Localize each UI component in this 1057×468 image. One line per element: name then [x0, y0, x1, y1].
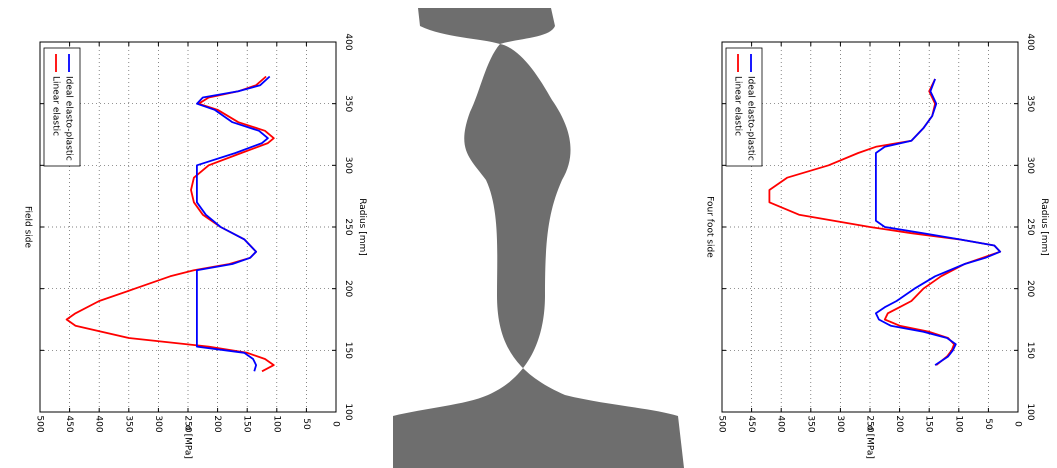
chart-field-ylabel: σ [MPa]	[183, 425, 193, 459]
chart-four-foot-radius-tick-label: 100	[1025, 403, 1035, 420]
chart-four-foot-stress-tick-label: 300	[835, 415, 845, 432]
chart-field-radius-tick-label: 250	[343, 218, 353, 235]
chart-four-foot-stress-tick-label: 500	[717, 415, 727, 432]
chart-field-radius-tick-label: 400	[343, 33, 353, 50]
chart-four-foot-radius-tick-label: 400	[1025, 33, 1035, 50]
chart-field: 100 150 200 250 300 350 400 0 50 100 150 200 250 300 3…	[23, 33, 368, 459]
chart-field-xlabel: Radius [mm]	[357, 198, 367, 256]
chart-four-foot-stress-tick-label: 100	[953, 415, 963, 432]
chart-four-foot-stress-tick-label: 50	[983, 418, 993, 430]
chart-field-radius-tick-label: 200	[343, 280, 353, 297]
chart-four-foot-radius-tick-label: 300	[1025, 157, 1035, 174]
chart-field-stress-tick-label: 150	[242, 415, 252, 432]
chart-field-radius-tick-label: 100	[343, 403, 353, 420]
chart-four-foot-title: Four foot side	[705, 196, 715, 258]
chart-four-foot-legend: Linear elastic Ideal elasto-plastic	[725, 47, 763, 167]
chart-four-foot-stress-tick-label: 450	[746, 415, 756, 432]
chart-field-legend-label: Linear elastic	[51, 76, 61, 136]
chart-four-foot-series-ideal-elasto-plastic	[875, 78, 1002, 366]
chart-four-foot-stress-tick-label: 0	[1013, 421, 1023, 427]
chart-field-legend-label: Ideal elasto-plastic	[64, 76, 74, 161]
chart-field-series-ideal-elasto-plastic	[195, 75, 271, 372]
chart-four-foot-radius-tick-label: 150	[1025, 342, 1035, 359]
chart-four-foot-radius-tick-label: 200	[1025, 280, 1035, 297]
chart-field-radius-tick-label: 150	[343, 342, 353, 359]
chart-field-radius-tick-label: 350	[343, 95, 353, 112]
chart-four-foot-radius-tick-label: 350	[1025, 95, 1035, 112]
chart-four-foot-stress-tick-label: 350	[805, 415, 815, 432]
chart-field-title: Field side	[23, 206, 33, 249]
chart-four-foot-stress-tick-label: 250	[865, 415, 875, 432]
chart-field-stress-tick-label: 200	[212, 415, 222, 432]
chart-field-stress-tick-label: 50	[301, 418, 311, 430]
chart-field-stress-tick-label: 400	[94, 415, 104, 432]
chart-four-foot-stress-tick-label: 150	[924, 415, 934, 432]
chart-field-radius-tick-label: 300	[343, 157, 353, 174]
chart-four-foot-xlabel: Radius [mm]	[1039, 198, 1049, 256]
chart-field-stress-tick-label: 500	[35, 415, 45, 432]
chart-field-stress-tick-label: 350	[123, 415, 133, 432]
chart-field-stress-tick-label: 300	[153, 415, 163, 432]
chart-four-foot: 100 150 200 250 300 350 400 0 50 100 150 200 250 300 3…	[705, 33, 1050, 459]
chart-four-foot-stress-tick-label: 200	[894, 415, 904, 432]
chart-field-legend: Linear elastic Ideal elasto-plastic	[43, 47, 81, 167]
chart-field-legend-box	[43, 47, 81, 167]
chart-field-stress-tick-label: 450	[64, 415, 74, 432]
chart-field-series-linear-elastic	[65, 75, 275, 373]
chart-four-foot-stress-tick-label: 400	[776, 415, 786, 432]
chart-field-stress-tick-label: 250	[183, 415, 193, 432]
chart-four-foot-ylabel: σ [MPa]	[865, 425, 875, 459]
chart-four-foot-radius-tick-label: 250	[1025, 218, 1035, 235]
chart-field-stress-tick-label: 0	[331, 421, 341, 427]
chart-four-foot-legend-label: Linear elastic	[733, 76, 743, 136]
chart-field-stress-tick-label: 100	[271, 415, 281, 432]
chart-four-foot-legend-label: Ideal elasto-plastic	[746, 76, 756, 161]
chart-four-foot-legend-box	[725, 47, 763, 167]
rail-cross-section-image	[393, 8, 684, 468]
